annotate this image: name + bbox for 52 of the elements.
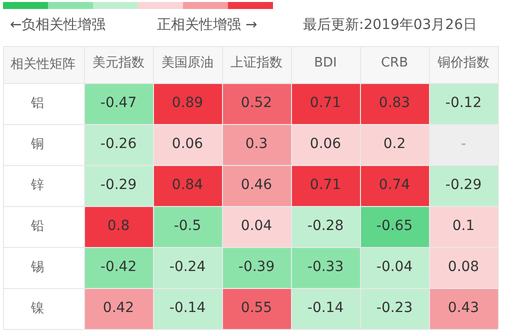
data-label: -0.04	[376, 259, 413, 276]
x-tick-label: 美国原油	[162, 54, 214, 71]
y-tick-label: 锡	[30, 260, 44, 275]
data-label: 0.89	[172, 95, 204, 112]
data-label: 0.71	[310, 95, 342, 112]
x-tick-label: BDI	[314, 56, 337, 71]
y-tick-label: 镍	[30, 300, 44, 316]
data-label: -0.39	[238, 259, 275, 276]
data-label: 0.83	[378, 95, 410, 112]
data-label: 0.04	[240, 218, 272, 234]
data-label: 0.8	[107, 218, 130, 234]
data-label: -0.47	[100, 95, 137, 112]
data-label: 0.2	[383, 136, 406, 152]
data-label: -0.65	[376, 218, 413, 234]
data-label: 0.71	[310, 177, 342, 194]
data-label: 0.3	[245, 136, 268, 152]
data-label: -0.33	[307, 259, 344, 276]
data-label: -0.14	[169, 300, 206, 316]
data-label: -0.26	[100, 136, 137, 152]
data-label: 0.06	[310, 136, 342, 152]
data-label: 0.84	[172, 177, 204, 194]
text: -	[460, 136, 466, 152]
data-label: 0.46	[240, 177, 272, 194]
data-label: -0.29	[445, 177, 482, 194]
x-tick-label: 铜价指数	[436, 56, 490, 71]
y-tick-label: 铅	[30, 218, 44, 234]
data-label: -0.5	[174, 218, 202, 234]
data-label: -0.28	[307, 218, 344, 234]
data-label: -0.24	[169, 259, 206, 276]
data-label: 0.1	[452, 218, 475, 234]
data-label: -0.14	[307, 300, 344, 316]
data-label: -0.29	[100, 177, 137, 194]
data-label: -0.23	[376, 300, 413, 316]
y-axis-title: 相关性矩阵	[10, 56, 76, 72]
text: 正相关性增强 →	[157, 16, 258, 34]
text: ←负相关性增强	[10, 16, 106, 34]
data-label: -0.42	[100, 259, 137, 276]
y-tick-label: 锌	[30, 178, 44, 193]
x-tick-label: 美元指数	[92, 54, 144, 71]
y-tick-label: 铜	[30, 136, 44, 152]
data-label: 0.42	[102, 300, 134, 316]
data-label: 0.74	[378, 177, 410, 194]
x-tick-label: 上证指数	[230, 56, 282, 71]
data-label: 0.08	[448, 259, 480, 276]
data-label: 0.52	[240, 95, 272, 112]
data-label: 0.55	[240, 300, 272, 316]
text: 最后更新:2019年03月26日	[303, 16, 477, 34]
data-label: 0.43	[448, 300, 480, 316]
x-tick-label: CRB	[380, 56, 408, 71]
y-tick-label: 铝	[30, 96, 44, 111]
data-label: 0.06	[172, 136, 204, 152]
data-label: -0.12	[445, 95, 482, 112]
